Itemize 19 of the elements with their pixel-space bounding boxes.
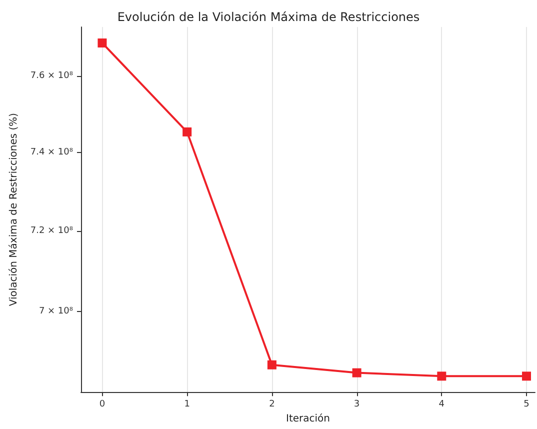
y-axis-title: Violación Máxima de Restricciones (%) <box>8 112 20 306</box>
x-tick-label: 2 <box>269 400 275 410</box>
point <box>98 38 107 48</box>
y-tick-label: 7.6 × 10⁸ <box>30 70 74 81</box>
point <box>267 360 276 370</box>
chart-title: Evolución de la Violación Máxima de Restricciones <box>117 10 420 24</box>
x-tick-label: 3 <box>354 400 360 410</box>
y-tick-label: 7.4 × 10⁸ <box>30 147 74 158</box>
x-tick-label: 0 <box>99 400 106 410</box>
y-tick-label: 7.2 × 10⁸ <box>30 226 74 236</box>
point <box>437 372 446 381</box>
x-tick-label: 1 <box>184 400 190 410</box>
x-axis-title: Iteración <box>286 414 330 424</box>
point <box>182 127 192 136</box>
x-tick-label: 4 <box>438 400 445 410</box>
x-tick-label: 5 <box>524 400 530 410</box>
point <box>522 372 532 381</box>
point <box>352 368 362 378</box>
y-tick-label: 7 × 10⁸ <box>38 306 74 317</box>
